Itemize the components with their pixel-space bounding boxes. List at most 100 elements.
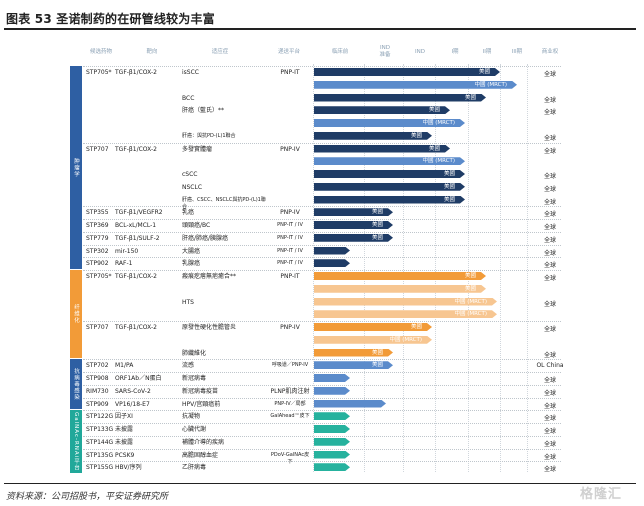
row-divider — [83, 270, 561, 271]
row-divider — [83, 321, 561, 322]
commercial-rights: 全球 — [543, 134, 556, 142]
indication: cSCC — [182, 171, 198, 178]
stage-guide-line — [435, 64, 436, 472]
section-label: GalNAc-RNAi平台 — [73, 412, 79, 472]
pipeline-bar: 美國 — [314, 170, 465, 178]
stage-guide-line — [403, 64, 404, 472]
pipeline-bar — [314, 400, 386, 408]
platform: PNP-IT — [280, 273, 300, 280]
table-header: 候选药物 靶向 适应症 递送平台 临床前 IND 准备 IND I期 II期 I… — [0, 42, 644, 64]
section-band: 纤维化 — [70, 270, 82, 359]
drug-name: STP355 — [86, 209, 109, 217]
target-name: TGF-β1/COX-2 — [115, 69, 157, 76]
indication: 乙肝病毒 — [182, 464, 207, 472]
platform: PNP-IT / IV — [277, 247, 303, 254]
title-rule — [4, 28, 636, 30]
row-divider — [83, 461, 561, 463]
stage-guide-line — [527, 64, 528, 472]
row-divider — [83, 206, 561, 208]
commercial-rights: 全球 — [543, 440, 556, 448]
row-divider — [83, 359, 561, 361]
commercial-rights: 全球 — [543, 147, 556, 155]
section-label: 纤维化 — [73, 304, 79, 324]
pipeline-bar: 美國 — [314, 183, 465, 191]
commercial-rights: 全球 — [543, 198, 556, 206]
indication: 肝癌/肺癌/胰腺癌 — [182, 234, 229, 242]
footer-rule — [4, 483, 636, 484]
commercial-rights: 全球 — [543, 351, 556, 359]
commercial-rights: 全球 — [543, 71, 556, 78]
section-band: GalNAc-RNAi平台 — [70, 410, 82, 473]
commercial-rights: 全球 — [543, 109, 556, 117]
watermark-logo: 格隆汇 — [579, 486, 622, 502]
pipeline-bar: 美國 — [314, 361, 393, 369]
commercial-rights: 全球 — [543, 466, 556, 474]
target-name: PCSK9 — [115, 451, 135, 459]
pipeline-bar — [314, 425, 350, 433]
commercial-rights: 全球 — [543, 389, 556, 397]
pipeline-bar: 美國 — [314, 68, 500, 76]
commercial-rights: 全球 — [543, 428, 556, 435]
pipeline-bar: 美國 — [314, 196, 465, 204]
indication: BCC — [182, 94, 195, 102]
row-divider — [83, 372, 561, 373]
section-label: 抗病毒感染 — [73, 368, 79, 401]
header-ind: IND — [415, 49, 425, 55]
header-rights: 商业权 — [541, 49, 559, 55]
pipeline-bar: 美國 — [314, 145, 450, 153]
platform: GalAhead™皮下 — [270, 413, 310, 420]
target-name: 因子XI — [115, 413, 133, 421]
platform: PLNP肌肉注射 — [270, 387, 310, 395]
stage-guide-line — [364, 64, 365, 472]
section-band: 肿瘤学 — [70, 66, 82, 269]
drug-name: STP122G — [86, 413, 114, 421]
pipeline-bar — [314, 412, 350, 420]
row-divider — [83, 219, 561, 220]
row-divider — [83, 448, 561, 450]
platform: PNP-IT / IV — [277, 222, 303, 228]
header-ind-prep: IND 准备 — [379, 45, 391, 58]
drug-name: STP707 — [86, 145, 109, 153]
platform: PNP-IV／局部 — [274, 400, 306, 407]
platform: PNP-IV — [280, 209, 300, 217]
indication: 高膽固醇血症 — [182, 451, 219, 459]
row-divider — [83, 435, 561, 437]
stage-guide-line — [500, 64, 501, 472]
row-divider — [83, 231, 561, 233]
pipeline-bar: 美國 — [314, 94, 486, 102]
pipeline-bar — [314, 259, 350, 267]
platform: 呼吸道／PNP-IV — [271, 362, 309, 369]
pipeline-bar: 美國 — [314, 132, 432, 140]
platform: PDoV-GalNAc皮下 — [270, 451, 310, 465]
commercial-rights: 全球 — [543, 377, 556, 384]
drug-name: STP133G — [86, 426, 114, 433]
row-divider — [83, 257, 561, 259]
commercial-rights: 全球 — [543, 262, 556, 270]
target-name: HBV/序列 — [115, 464, 142, 472]
drug-name: STP135G — [86, 451, 114, 459]
drug-name: STP702 — [86, 362, 109, 370]
commercial-rights: 全球 — [543, 173, 556, 180]
target-name: M1/PA — [115, 362, 134, 370]
target-name: TGF-β1/COX-2 — [115, 273, 157, 280]
row-divider — [83, 410, 561, 412]
indication: 新冠病毒疫苗 — [182, 387, 219, 395]
pipeline-bar: 中國 (MRCT) — [314, 81, 517, 89]
drug-name: STP705* — [86, 69, 112, 76]
row-divider — [83, 142, 561, 144]
drug-name: STP779 — [86, 234, 109, 242]
pipeline-bar: 美國 — [314, 234, 393, 242]
indication: HPV/宫頸癌前 — [182, 400, 221, 408]
commercial-rights: 全球 — [543, 326, 556, 333]
indication: 心臟代謝 — [182, 426, 207, 433]
pipeline-bar: 美國 — [314, 208, 393, 216]
indication: NSCLC — [182, 183, 203, 191]
drug-name: STP908 — [86, 375, 109, 382]
commercial-rights: 全球 — [543, 275, 556, 282]
platform: PNP-IV — [280, 324, 300, 331]
commercial-rights: 全球 — [543, 402, 556, 410]
pipeline-bar: 美國 — [314, 106, 450, 114]
pipeline-bar — [314, 247, 350, 255]
target-name: TGF-β1/SULF-2 — [115, 234, 160, 242]
target-name: SARS-CoV-2 — [115, 387, 151, 395]
